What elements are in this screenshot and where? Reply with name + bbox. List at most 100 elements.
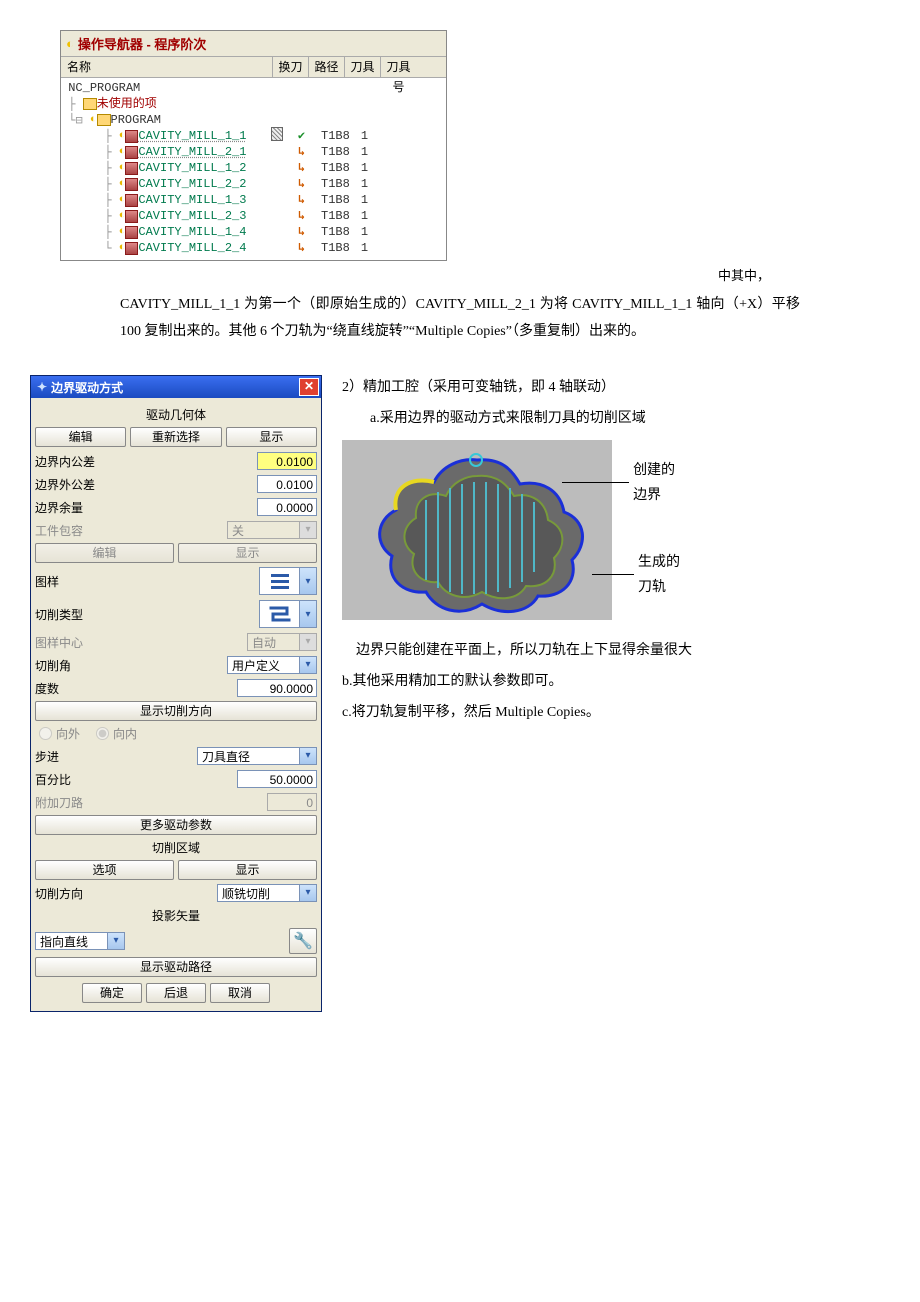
cut-direction-combo[interactable]: 顺铣切削 ▾ [217, 884, 317, 902]
chevron-down-icon: ▾ [299, 634, 316, 650]
cancel-button[interactable]: 取消 [210, 983, 270, 1003]
table-row[interactable]: NC_PROGRAM [61, 80, 446, 96]
table-row[interactable]: ├ ◐ CAVITY_MILL_2_1↳T1B81 [61, 144, 446, 160]
display3-button[interactable]: 显示 [178, 860, 317, 880]
bulb-icon: ◐ [119, 160, 126, 176]
cut-direction-label: 切削方向 [35, 885, 217, 902]
operation-icon [125, 210, 138, 223]
operation-name[interactable]: CAVITY_MILL_2_1 [138, 144, 246, 160]
radio-inward-input [96, 727, 109, 740]
ok-button[interactable]: 确定 [82, 983, 142, 1003]
reselect-button[interactable]: 重新选择 [130, 427, 221, 447]
projection-combo[interactable]: 指向直线 ▾ [35, 932, 125, 950]
show-cut-direction-button[interactable]: 显示切削方向 [35, 701, 317, 721]
display2-button: 显示 [178, 543, 317, 563]
stepover-combo[interactable]: 刀具直径 ▾ [197, 747, 317, 765]
bulb-icon: ◐ [119, 208, 126, 224]
table-row[interactable]: ├ 未使用的项 [61, 96, 446, 112]
percent-input[interactable]: 50.0000 [237, 770, 317, 788]
table-row[interactable]: ├ ◐ CAVITY_MILL_1_2↳T1B81 [61, 160, 446, 176]
cut-angle-combo[interactable]: 用户定义 ▾ [227, 656, 317, 674]
chevron-down-icon[interactable]: ▾ [299, 657, 316, 673]
projection-value: 指向直线 [36, 933, 107, 950]
callout-boundary: 创建的边界 [562, 458, 680, 508]
degree-input[interactable]: 90.0000 [237, 679, 317, 697]
boundary-drive-dialog: ✦ 边界驱动方式 ✕ 驱动几何体 编辑 重新选择 显示 边界内公差 0.0100… [30, 375, 322, 1012]
pattern-combo[interactable]: ▾ [259, 567, 317, 595]
operation-icon [125, 130, 138, 143]
regenerate-icon: ↳ [298, 241, 305, 255]
boundary-margin-input[interactable]: 0.0000 [257, 498, 317, 516]
chevron-down-icon: ▾ [299, 522, 316, 538]
operation-name[interactable]: CAVITY_MILL_1_3 [138, 192, 246, 208]
table-row[interactable]: ├ ◐ CAVITY_MILL_1_3↳T1B81 [61, 192, 446, 208]
col-path[interactable]: 路径 [309, 57, 345, 77]
operation-name[interactable]: CAVITY_MILL_2_4 [138, 240, 246, 256]
boundary-margin-label: 边界余量 [35, 499, 257, 516]
chevron-down-icon[interactable]: ▾ [299, 568, 316, 594]
stepover-value: 刀具直径 [198, 748, 299, 765]
zigzag-icon [260, 605, 299, 623]
display-button[interactable]: 显示 [226, 427, 317, 447]
table-row[interactable]: └⊟ ◐ PROGRAM [61, 112, 446, 128]
navigator-title-text: 操作导航器 - 程序阶次 [78, 34, 207, 53]
percent-label: 百分比 [35, 771, 237, 788]
chevron-down-icon[interactable]: ▾ [107, 933, 124, 949]
radio-inward: 向内 [96, 725, 137, 742]
dialog-title-icon: ✦ [37, 380, 47, 394]
col-tool-num[interactable]: 刀具号 [381, 57, 416, 77]
wrench-icon[interactable]: 🔧 [289, 928, 317, 954]
table-row[interactable]: ├ ◐ CAVITY_MILL_1_1✔T1B81 [61, 128, 446, 144]
pattern-label: 图样 [35, 573, 259, 590]
dialog-title: 边界驱动方式 [51, 379, 123, 396]
extra-pass-label: 附加刀路 [35, 794, 267, 811]
pattern-center-combo: 自动 ▾ [247, 633, 317, 651]
bulb-icon: ◐ [119, 224, 126, 240]
outer-tolerance-input[interactable]: 0.0100 [257, 475, 317, 493]
back-button[interactable]: 后退 [146, 983, 206, 1003]
operation-name[interactable]: CAVITY_MILL_1_2 [138, 160, 246, 176]
operation-icon [125, 146, 138, 159]
regenerate-icon: ↳ [298, 225, 305, 239]
regenerate-icon: ↳ [298, 177, 305, 191]
close-icon[interactable]: ✕ [299, 378, 319, 396]
navigator-tree: NC_PROGRAM ├ 未使用的项 └⊟ ◐ PROGRAM ├ ◐ CAVI… [61, 78, 446, 260]
operation-icon [125, 162, 138, 175]
chevron-down-icon[interactable]: ▾ [299, 885, 316, 901]
bulb-icon: ◐ [119, 144, 126, 160]
col-change[interactable]: 换刀 [273, 57, 309, 77]
inner-tolerance-label: 边界内公差 [35, 453, 257, 470]
operation-name[interactable]: CAVITY_MILL_1_1 [138, 128, 246, 144]
more-drive-params-button[interactable]: 更多驱动参数 [35, 815, 317, 835]
table-row[interactable]: ├ ◐ CAVITY_MILL_2_3↳T1B81 [61, 208, 446, 224]
part-contain-label: 工件包容 [35, 522, 227, 539]
cut-type-combo[interactable]: ▾ [259, 600, 317, 628]
table-row[interactable]: ├ ◐ CAVITY_MILL_1_4↳T1B81 [61, 224, 446, 240]
operation-name[interactable]: CAVITY_MILL_2_3 [138, 208, 246, 224]
outer-tolerance-label: 边界外公差 [35, 476, 257, 493]
cut-angle-value: 用户定义 [228, 657, 299, 674]
operation-name[interactable]: CAVITY_MILL_2_2 [138, 176, 246, 192]
edit-button[interactable]: 编辑 [35, 427, 126, 447]
col-name[interactable]: 名称 [61, 57, 273, 77]
bulb-icon: ◐ [119, 192, 126, 208]
operation-icon [125, 178, 138, 191]
right-line4: b.其他采用精加工的默认参数即可。 [342, 669, 890, 694]
operation-icon [125, 226, 138, 239]
radio-outward: 向外 [39, 725, 80, 742]
section-cut-region: 切削区域 [35, 839, 317, 856]
col-tool[interactable]: 刀具 [345, 57, 381, 77]
folder-icon [97, 114, 111, 126]
right-line3: 边界只能创建在平面上，所以刀轨在上下显得余量很大 [342, 638, 890, 663]
options-button[interactable]: 选项 [35, 860, 174, 880]
chevron-down-icon[interactable]: ▾ [299, 748, 316, 764]
table-row[interactable]: └ ◐ CAVITY_MILL_2_4↳T1B81 [61, 240, 446, 256]
operation-name[interactable]: CAVITY_MILL_1_4 [138, 224, 246, 240]
bulb-icon: ◐ [119, 176, 126, 192]
inner-tolerance-input[interactable]: 0.0100 [257, 452, 317, 470]
section-drive-geometry: 驱动几何体 [35, 406, 317, 423]
chevron-down-icon[interactable]: ▾ [299, 601, 316, 627]
dialog-titlebar[interactable]: ✦ 边界驱动方式 ✕ [31, 376, 321, 398]
table-row[interactable]: ├ ◐ CAVITY_MILL_2_2↳T1B81 [61, 176, 446, 192]
show-drive-path-button[interactable]: 显示驱动路径 [35, 957, 317, 977]
